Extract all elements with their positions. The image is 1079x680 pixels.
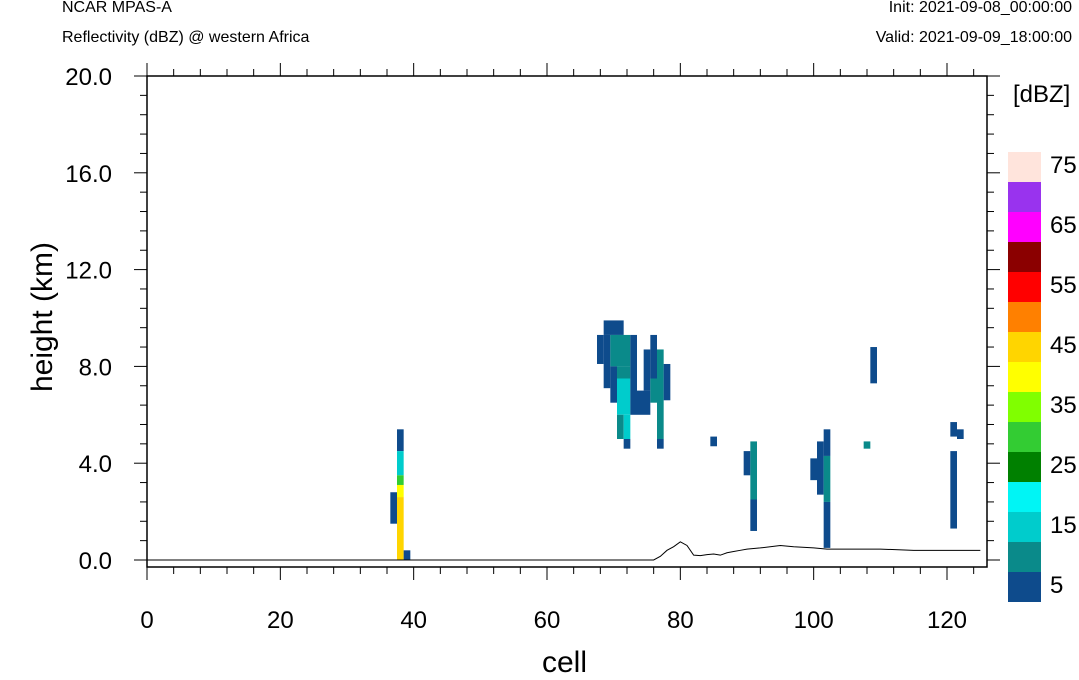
colorbar-swatch (1008, 482, 1041, 512)
colorbar-swatch (1008, 332, 1041, 362)
reflectivity-cell (610, 366, 617, 403)
reflectivity-cell (957, 429, 964, 439)
reflectivity-cell (623, 414, 631, 439)
figure-title: NCAR MPAS-A (62, 0, 172, 16)
colorbar-swatch (1008, 242, 1041, 272)
colorbar-label: 75 (1050, 152, 1077, 179)
y-tick-label: 12.0 (65, 258, 112, 285)
reflectivity-cell (623, 439, 631, 449)
reflectivity-cell (397, 429, 404, 452)
reflectivity-cell (610, 334, 631, 367)
colorbar (1008, 152, 1041, 602)
colorbar-label: 25 (1050, 452, 1077, 479)
colorbar-label: 35 (1050, 392, 1077, 419)
colorbar-units: [dBZ] (1013, 81, 1071, 108)
colorbar-swatch (1008, 542, 1041, 572)
reflectivity-cell (397, 497, 404, 560)
y-axis-label: height (km) (26, 241, 59, 393)
reflectivity-cell (397, 451, 404, 476)
reflectivity-cell (863, 441, 871, 449)
colorbar-swatch (1008, 422, 1041, 452)
colorbar-swatch (1008, 512, 1041, 542)
reflectivity-cell (657, 439, 664, 449)
y-tick-label: 20.0 (65, 64, 112, 91)
colorbar-label: 45 (1050, 332, 1077, 359)
x-tick-label: 40 (400, 607, 427, 634)
colorbar-swatch (1008, 302, 1041, 332)
reflectivity-cell (650, 378, 657, 403)
x-tick-label: 60 (534, 607, 561, 634)
y-tick-label: 8.0 (79, 354, 112, 381)
reflectivity-cell (397, 484, 404, 498)
colorbar-swatch (1008, 182, 1041, 212)
colorbar-swatch (1008, 212, 1041, 242)
figure-subtitle: Reflectivity (dBZ) @ western Africa (62, 29, 310, 46)
reflectivity-cell (603, 320, 624, 335)
reflectivity-cell (603, 334, 611, 389)
reflectivity-cell (643, 349, 651, 391)
terrain-line (147, 541, 981, 561)
x-tick-label: 0 (140, 607, 153, 634)
reflectivity-cell (817, 441, 824, 495)
reflectivity-cell (750, 499, 757, 531)
reflectivity-cell (630, 334, 637, 415)
reflectivity-cell (617, 366, 631, 379)
colorbar-swatch (1008, 452, 1041, 482)
y-tick-label: 0.0 (79, 548, 112, 575)
valid-time: Valid: 2021-09-09_18:00:00 (875, 29, 1072, 46)
colorbar-label: 15 (1050, 512, 1077, 539)
reflectivity-cell (650, 334, 657, 379)
reflectivity-cell (950, 422, 957, 437)
colorbar-swatch (1008, 362, 1041, 392)
plot-frame (146, 75, 988, 568)
reflectivity-cell (663, 363, 671, 401)
reflectivity-cell (950, 451, 957, 529)
reflectivity-cell (390, 492, 397, 524)
reflectivity-cell (617, 414, 624, 439)
x-tick-label: 20 (267, 607, 294, 634)
colorbar-label: 65 (1050, 212, 1077, 239)
colorbar-swatch (1008, 152, 1041, 182)
terrain-profile (147, 541, 981, 561)
reflectivity-cell (823, 501, 831, 548)
reflectivity-cell (710, 436, 717, 447)
colorbar-label: 55 (1050, 272, 1077, 299)
x-tick-label: 120 (927, 607, 967, 634)
x-axis-label: cell (542, 646, 588, 679)
x-tick-label: 80 (667, 607, 694, 634)
reflectivity-cell (597, 334, 604, 364)
y-tick-label: 4.0 (79, 451, 112, 478)
reflectivity-cell (870, 347, 877, 384)
reflectivity-cell (750, 441, 757, 500)
reflectivity-cell (823, 455, 831, 502)
y-tick-label: 16.0 (65, 161, 112, 188)
colorbar-label: 5 (1050, 572, 1064, 599)
reflectivity-cell (397, 475, 404, 485)
colorbar-swatch (1008, 272, 1041, 302)
reflectivity-cell (617, 378, 631, 415)
reflectivity-cell (657, 349, 664, 439)
plot-axes (134, 63, 1000, 580)
colorbar-swatch (1008, 392, 1041, 422)
colorbar-swatch (1008, 572, 1041, 602)
reflectivity-cell (403, 550, 411, 560)
y-tick-labels: 0.0 4.0 8.0 12.0 16.0 20.0 (65, 64, 112, 575)
reflectivity-cells (390, 320, 964, 560)
init-time: Init: 2021-09-08_00:00:00 (888, 0, 1072, 16)
reflectivity-cell (637, 390, 651, 415)
reflectivity-cell (823, 429, 831, 456)
x-tick-label: 100 (794, 607, 834, 634)
reflectivity-cell (743, 451, 751, 476)
x-tick-labels: 0 20 40 60 80 100 120 (140, 607, 967, 634)
reflectivity-cell (810, 458, 817, 481)
